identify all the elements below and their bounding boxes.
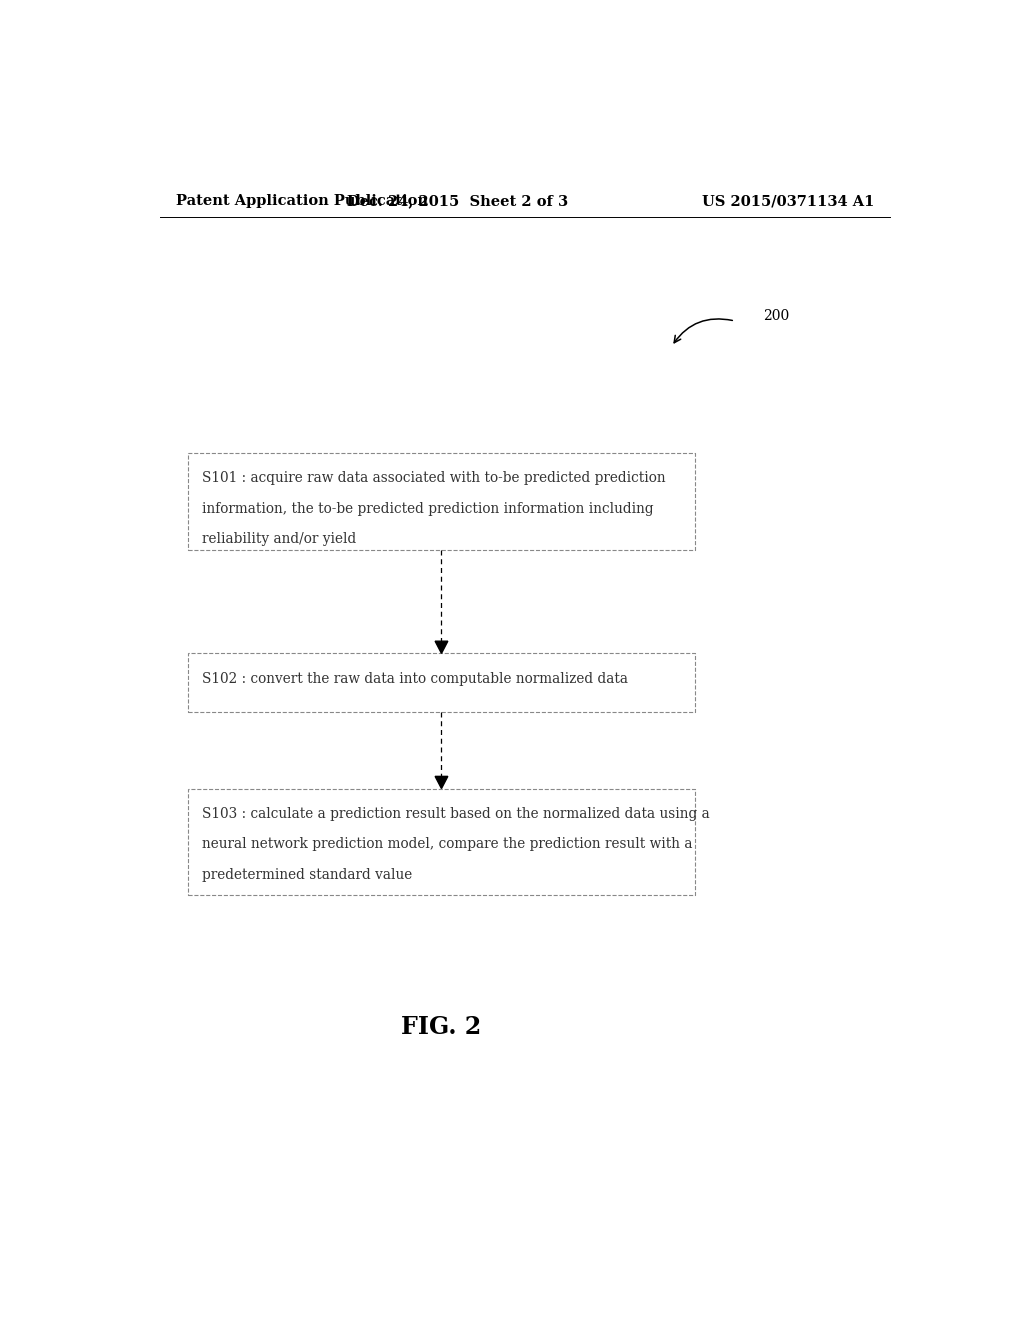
Text: US 2015/0371134 A1: US 2015/0371134 A1 (701, 194, 873, 209)
Polygon shape (435, 642, 447, 653)
Text: predetermined standard value: predetermined standard value (202, 867, 412, 882)
Bar (187, 453, 695, 549)
Text: FIG. 2: FIG. 2 (401, 1015, 481, 1039)
Text: S103 : calculate a prediction result based on the normalized data using a: S103 : calculate a prediction result bas… (202, 807, 710, 821)
Text: reliability and/or yield: reliability and/or yield (202, 532, 356, 546)
Text: neural network prediction model, compare the prediction result with a: neural network prediction model, compare… (202, 837, 692, 851)
Polygon shape (435, 776, 447, 788)
Text: S101 : acquire raw data associated with to-be predicted prediction: S101 : acquire raw data associated with … (202, 471, 666, 486)
Bar (187, 653, 695, 713)
Text: information, the to-be predicted prediction information including: information, the to-be predicted predict… (202, 502, 653, 516)
Text: Patent Application Publication: Patent Application Publication (176, 194, 428, 209)
Text: S102 : convert the raw data into computable normalized data: S102 : convert the raw data into computa… (202, 672, 628, 685)
Text: Dec. 24, 2015  Sheet 2 of 3: Dec. 24, 2015 Sheet 2 of 3 (347, 194, 568, 209)
Bar (187, 788, 695, 895)
Text: 200: 200 (763, 309, 790, 323)
